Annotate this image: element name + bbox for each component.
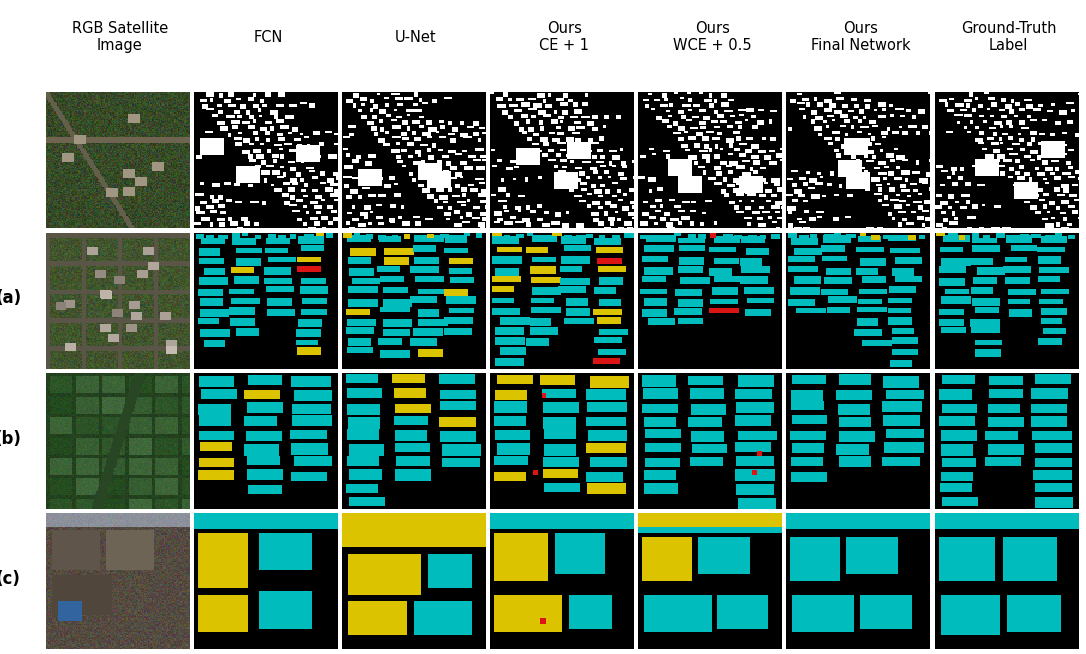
Text: Ours
CE + 1: Ours CE + 1 <box>539 21 590 53</box>
Text: (a): (a) <box>0 290 22 307</box>
Text: (b): (b) <box>0 430 22 447</box>
Text: U-Net: U-Net <box>395 29 437 44</box>
Text: (c): (c) <box>0 570 21 588</box>
Text: Ours
WCE + 0.5: Ours WCE + 0.5 <box>673 21 752 53</box>
Text: FCN: FCN <box>253 29 282 44</box>
Text: Ours
Final Network: Ours Final Network <box>810 21 910 53</box>
Text: Ground-Truth
Label: Ground-Truth Label <box>961 21 1057 53</box>
Text: RGB Satellite
Image: RGB Satellite Image <box>72 21 168 53</box>
